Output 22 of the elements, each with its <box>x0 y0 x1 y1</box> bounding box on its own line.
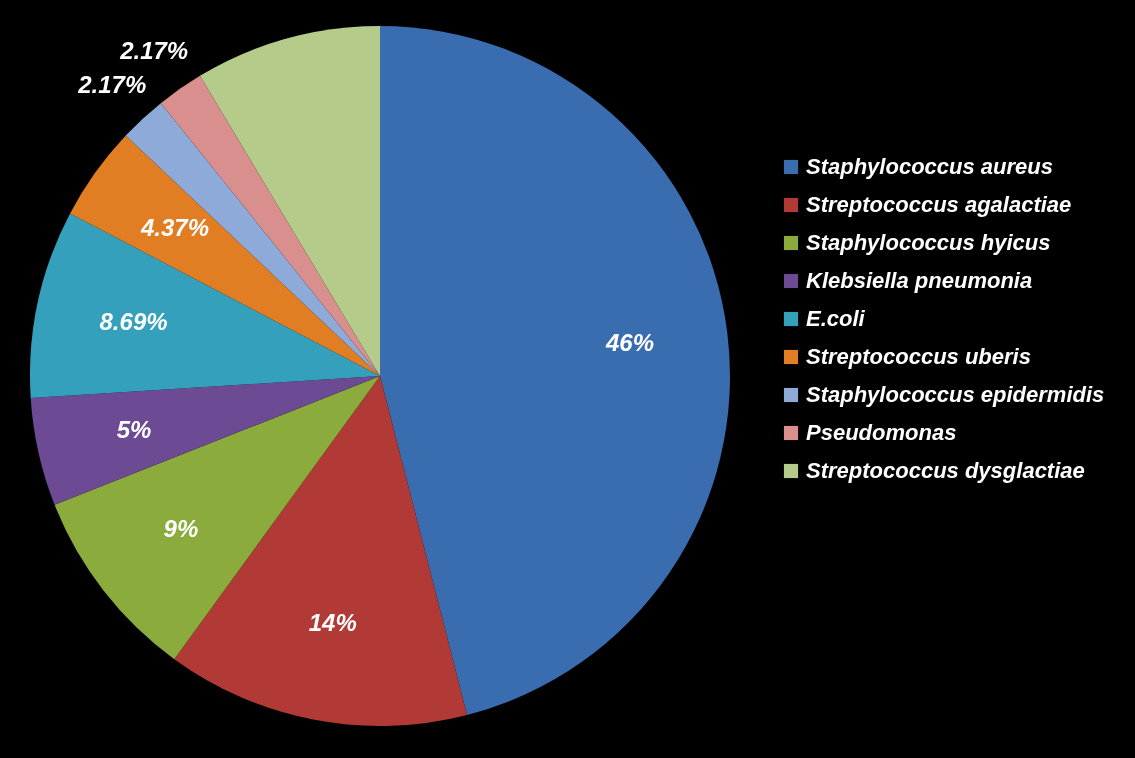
data-label: 8.69% <box>99 308 168 336</box>
pie-slice <box>54 376 380 660</box>
pie-slice <box>70 135 380 376</box>
legend-label: E.coli <box>806 306 866 331</box>
legend-label: Staphylococcus epidermidis <box>806 382 1105 407</box>
data-label: 14% <box>308 608 357 636</box>
pie-slice <box>380 26 730 715</box>
legend-label: Klebsiella pneumonia <box>806 268 1033 293</box>
data-label: 4.37% <box>139 214 209 242</box>
data-label: 46% <box>604 329 655 357</box>
legend-label: Staphylococcus aureus <box>806 154 1053 179</box>
legend-label: Pseudomonas <box>806 420 957 445</box>
pie-slice <box>30 376 380 505</box>
legend-label: Staphylococcus hyicus <box>806 230 1051 255</box>
data-label: 9% <box>163 515 199 543</box>
legend-label: Streptococcus uberis <box>806 344 1031 369</box>
legend-label: Streptococcus agalactiae <box>806 192 1072 217</box>
data-label: 5% <box>116 415 152 443</box>
data-label: 2.17% <box>77 70 147 98</box>
legend-label: Streptococcus dysglactiae <box>806 458 1085 483</box>
pie-slice <box>30 213 380 398</box>
data-label: 2.17% <box>119 36 189 64</box>
